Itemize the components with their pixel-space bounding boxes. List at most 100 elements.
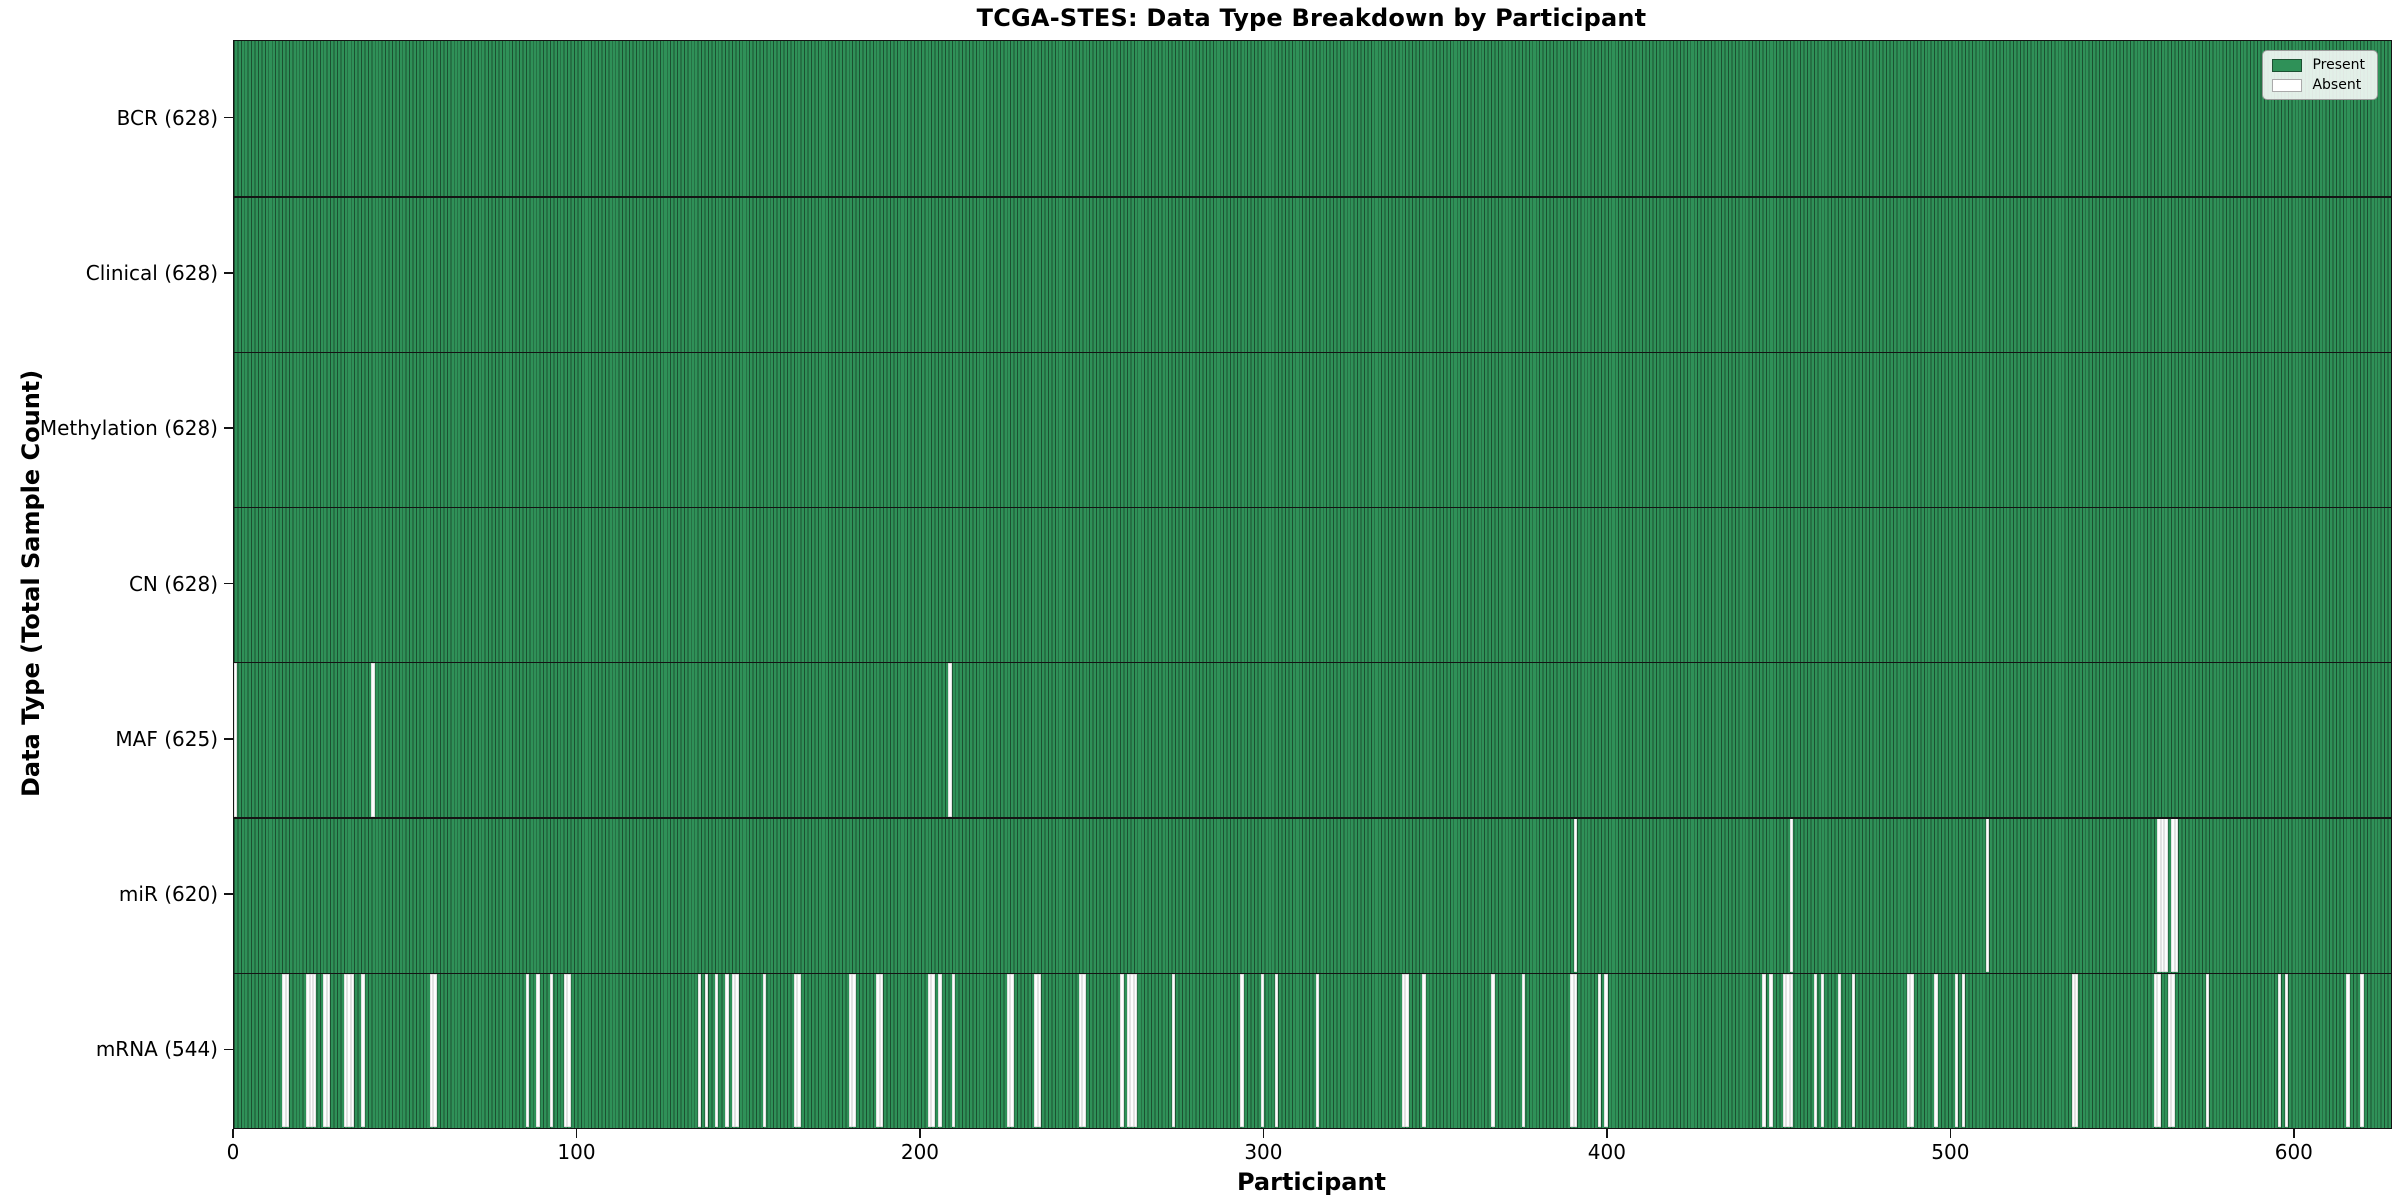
absent-bar: [2157, 818, 2161, 972]
absent-bar: [1010, 973, 1014, 1128]
absent-bar: [1820, 973, 1825, 1128]
absent-bar: [1522, 973, 1526, 1128]
absent-bar: [350, 973, 355, 1128]
absent-bar: [285, 973, 289, 1128]
absent-bar: [1401, 973, 1406, 1128]
absent-bar: [697, 973, 702, 1128]
y-tick-mark: [224, 427, 233, 429]
absent-bar: [343, 973, 348, 1128]
absent-bar: [347, 973, 351, 1128]
absent-bar: [323, 973, 327, 1128]
absent-bar: [1491, 973, 1495, 1128]
absent-bar: [282, 973, 286, 1128]
absent-bar: [2284, 973, 2288, 1128]
absent-bar: [1789, 973, 1794, 1128]
absent-bar: [1130, 973, 1134, 1128]
chart-title: TCGA-STES: Data Type Breakdown by Partic…: [976, 4, 1647, 32]
x-tick-label: 300: [1244, 1140, 1283, 1164]
x-tick-label: 0: [226, 1140, 240, 1164]
x-tick-mark: [919, 1128, 921, 1138]
absent-bar: [1120, 973, 1124, 1128]
absent-bar: [1171, 973, 1176, 1128]
absent-bar: [2171, 973, 2175, 1128]
absent-bar: [312, 973, 317, 1128]
y-tick-label: CN (628): [128, 571, 218, 596]
absent-bar: [1082, 973, 1086, 1128]
y-tick-mark: [224, 272, 233, 274]
legend: Present Absent: [2262, 50, 2378, 100]
x-tick-mark: [1949, 1128, 1952, 1138]
absent-bar: [1906, 973, 1911, 1128]
absent-bar: [1034, 973, 1038, 1128]
absent-bar: [1573, 818, 1577, 972]
y-tick-mark: [224, 1048, 233, 1051]
absent-bar: [1961, 973, 1966, 1128]
absent-bar: [927, 973, 932, 1128]
row-separator: [234, 662, 2391, 664]
absent-bar: [735, 973, 739, 1128]
row-separator: [234, 506, 2391, 509]
absent-bar: [1570, 973, 1574, 1128]
absent-bar: [525, 973, 530, 1128]
absent-bar: [2154, 973, 2158, 1128]
absent-bar: [1789, 818, 1794, 972]
x-tick-label: 200: [900, 1140, 940, 1164]
absent-bar: [1813, 973, 1818, 1128]
absent-bar: [1240, 973, 1244, 1128]
legend-entry-absent: Absent: [2272, 78, 2365, 92]
absent-bar: [536, 973, 540, 1128]
absent-bar: [2171, 818, 2175, 972]
y-tick-label: BCR (628): [116, 105, 218, 130]
absent-bar: [1422, 973, 1426, 1128]
plot-area: Present Absent: [233, 40, 2392, 1129]
y-tick-label: MAF (625): [115, 726, 218, 751]
absent-bar: [725, 973, 729, 1128]
absent-bar: [2277, 973, 2282, 1128]
x-tick-mark: [575, 1128, 578, 1138]
row-separator: [234, 351, 2391, 353]
absent-bar: [938, 973, 942, 1128]
absent-bar: [1274, 973, 1279, 1128]
absent-bar: [1573, 973, 1577, 1128]
absent-bar: [1838, 973, 1842, 1128]
absent-bar: [1037, 973, 1042, 1128]
absent-bar: [567, 973, 571, 1128]
absent-bar: [1315, 973, 1320, 1128]
legend-label-absent: Absent: [2312, 77, 2362, 93]
absent-bar: [563, 973, 568, 1128]
absent-bar: [732, 973, 736, 1128]
absent-bar: [879, 973, 884, 1128]
absent-bar: [2346, 973, 2350, 1128]
absent-bar: [326, 973, 331, 1128]
absent-bar: [1786, 973, 1790, 1128]
y-tick-mark: [224, 116, 233, 119]
row-separator: [234, 817, 2391, 819]
y-tick-mark: [224, 893, 233, 895]
absent-bar: [1762, 973, 1766, 1128]
absent-bar: [762, 973, 767, 1128]
absent-bar: [852, 973, 856, 1128]
absent-bar: [948, 662, 952, 817]
absent-bar: [2164, 818, 2168, 972]
legend-entry-present: Present: [2272, 58, 2365, 72]
absent-bar: [1078, 973, 1083, 1128]
y-tick-mark: [224, 582, 233, 585]
x-tick-label: 100: [557, 1140, 596, 1164]
absent-bar: [361, 973, 365, 1128]
absent-bar: [1954, 973, 1959, 1128]
absent-bar: [1133, 973, 1138, 1128]
absent-bar: [309, 973, 313, 1128]
x-tick-label: 400: [1587, 1140, 1626, 1164]
absent-bar: [931, 973, 935, 1128]
y-tick-mark: [224, 737, 233, 740]
absent-bar: [2360, 973, 2364, 1128]
absent-bar: [1783, 973, 1787, 1128]
absent-bar: [1910, 973, 1914, 1128]
row-separator: [234, 972, 2391, 974]
x-tick-label: 500: [1931, 1140, 1970, 1164]
absent-bar: [433, 973, 437, 1128]
absent-bar: [797, 973, 801, 1128]
absent-bar: [1597, 973, 1601, 1128]
absent-bar: [1405, 973, 1409, 1128]
